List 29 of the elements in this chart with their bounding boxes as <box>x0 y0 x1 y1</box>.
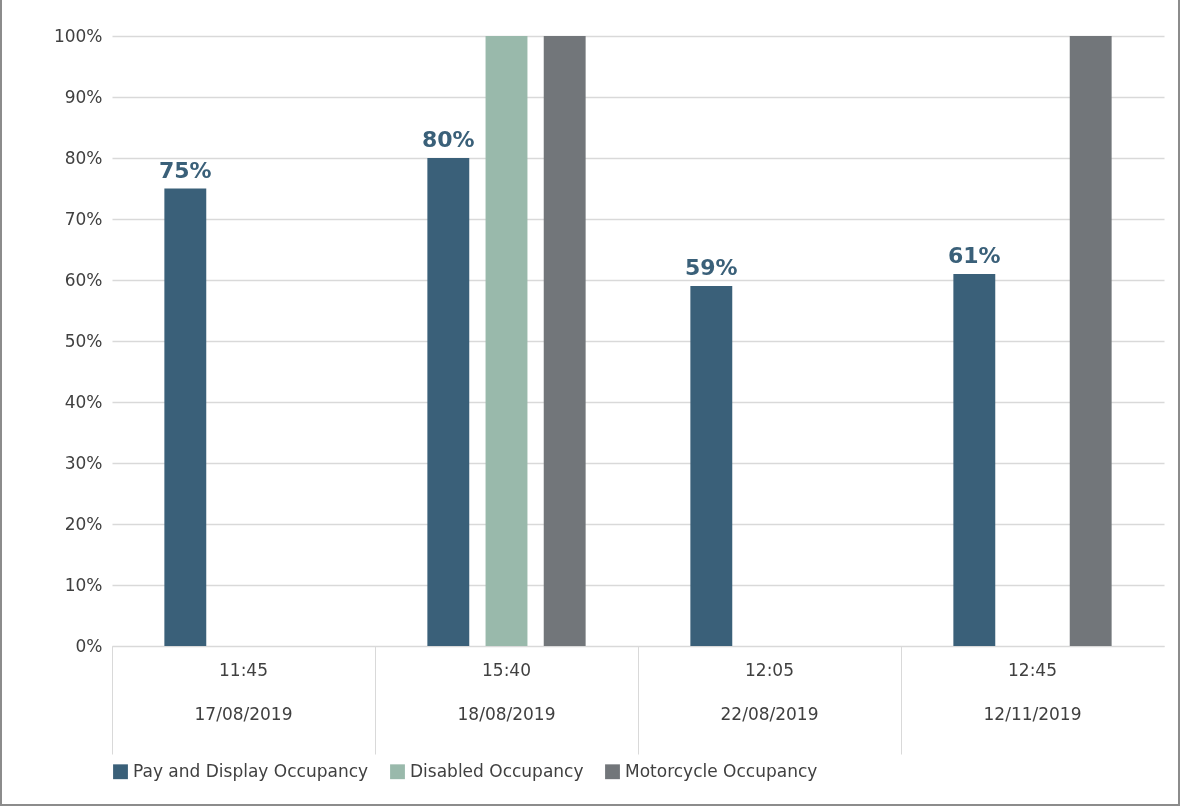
y-tick-label: 30% <box>64 452 103 473</box>
bar <box>1069 36 1112 646</box>
category-label: 15:40 18/08/2019 <box>457 659 556 724</box>
y-tick-label: 40% <box>64 391 103 412</box>
data-label: 59% <box>684 255 738 281</box>
legend-label: Disabled Occupancy <box>410 760 584 781</box>
bar <box>690 286 733 646</box>
category-label: 11:45 17/08/2019 <box>194 659 293 724</box>
y-tick-label: 20% <box>64 513 103 534</box>
y-tick-label: 50% <box>64 330 103 351</box>
bar <box>485 36 528 646</box>
category-label: 12:05 22/08/2019 <box>720 659 819 724</box>
bar <box>427 158 470 646</box>
category-label: 12:45 12/11/2019 <box>983 659 1082 724</box>
legend-label: Motorcycle Occupancy <box>625 760 818 781</box>
y-tick-label: 100% <box>53 25 103 46</box>
data-label: 61% <box>947 242 1001 268</box>
bar <box>164 188 207 646</box>
y-tick-label: 60% <box>64 269 103 290</box>
y-tick-label: 0% <box>75 635 103 656</box>
data-label: 75% <box>158 157 212 183</box>
y-tick-label: 90% <box>64 86 103 107</box>
y-tick-label: 10% <box>64 574 103 595</box>
legend-label: Pay and Display Occupancy <box>133 760 369 781</box>
bar <box>543 36 586 646</box>
y-tick-label: 80% <box>64 147 103 168</box>
data-label: 80% <box>421 127 475 152</box>
bar <box>953 273 996 646</box>
y-tick-label: 70% <box>64 208 103 229</box>
